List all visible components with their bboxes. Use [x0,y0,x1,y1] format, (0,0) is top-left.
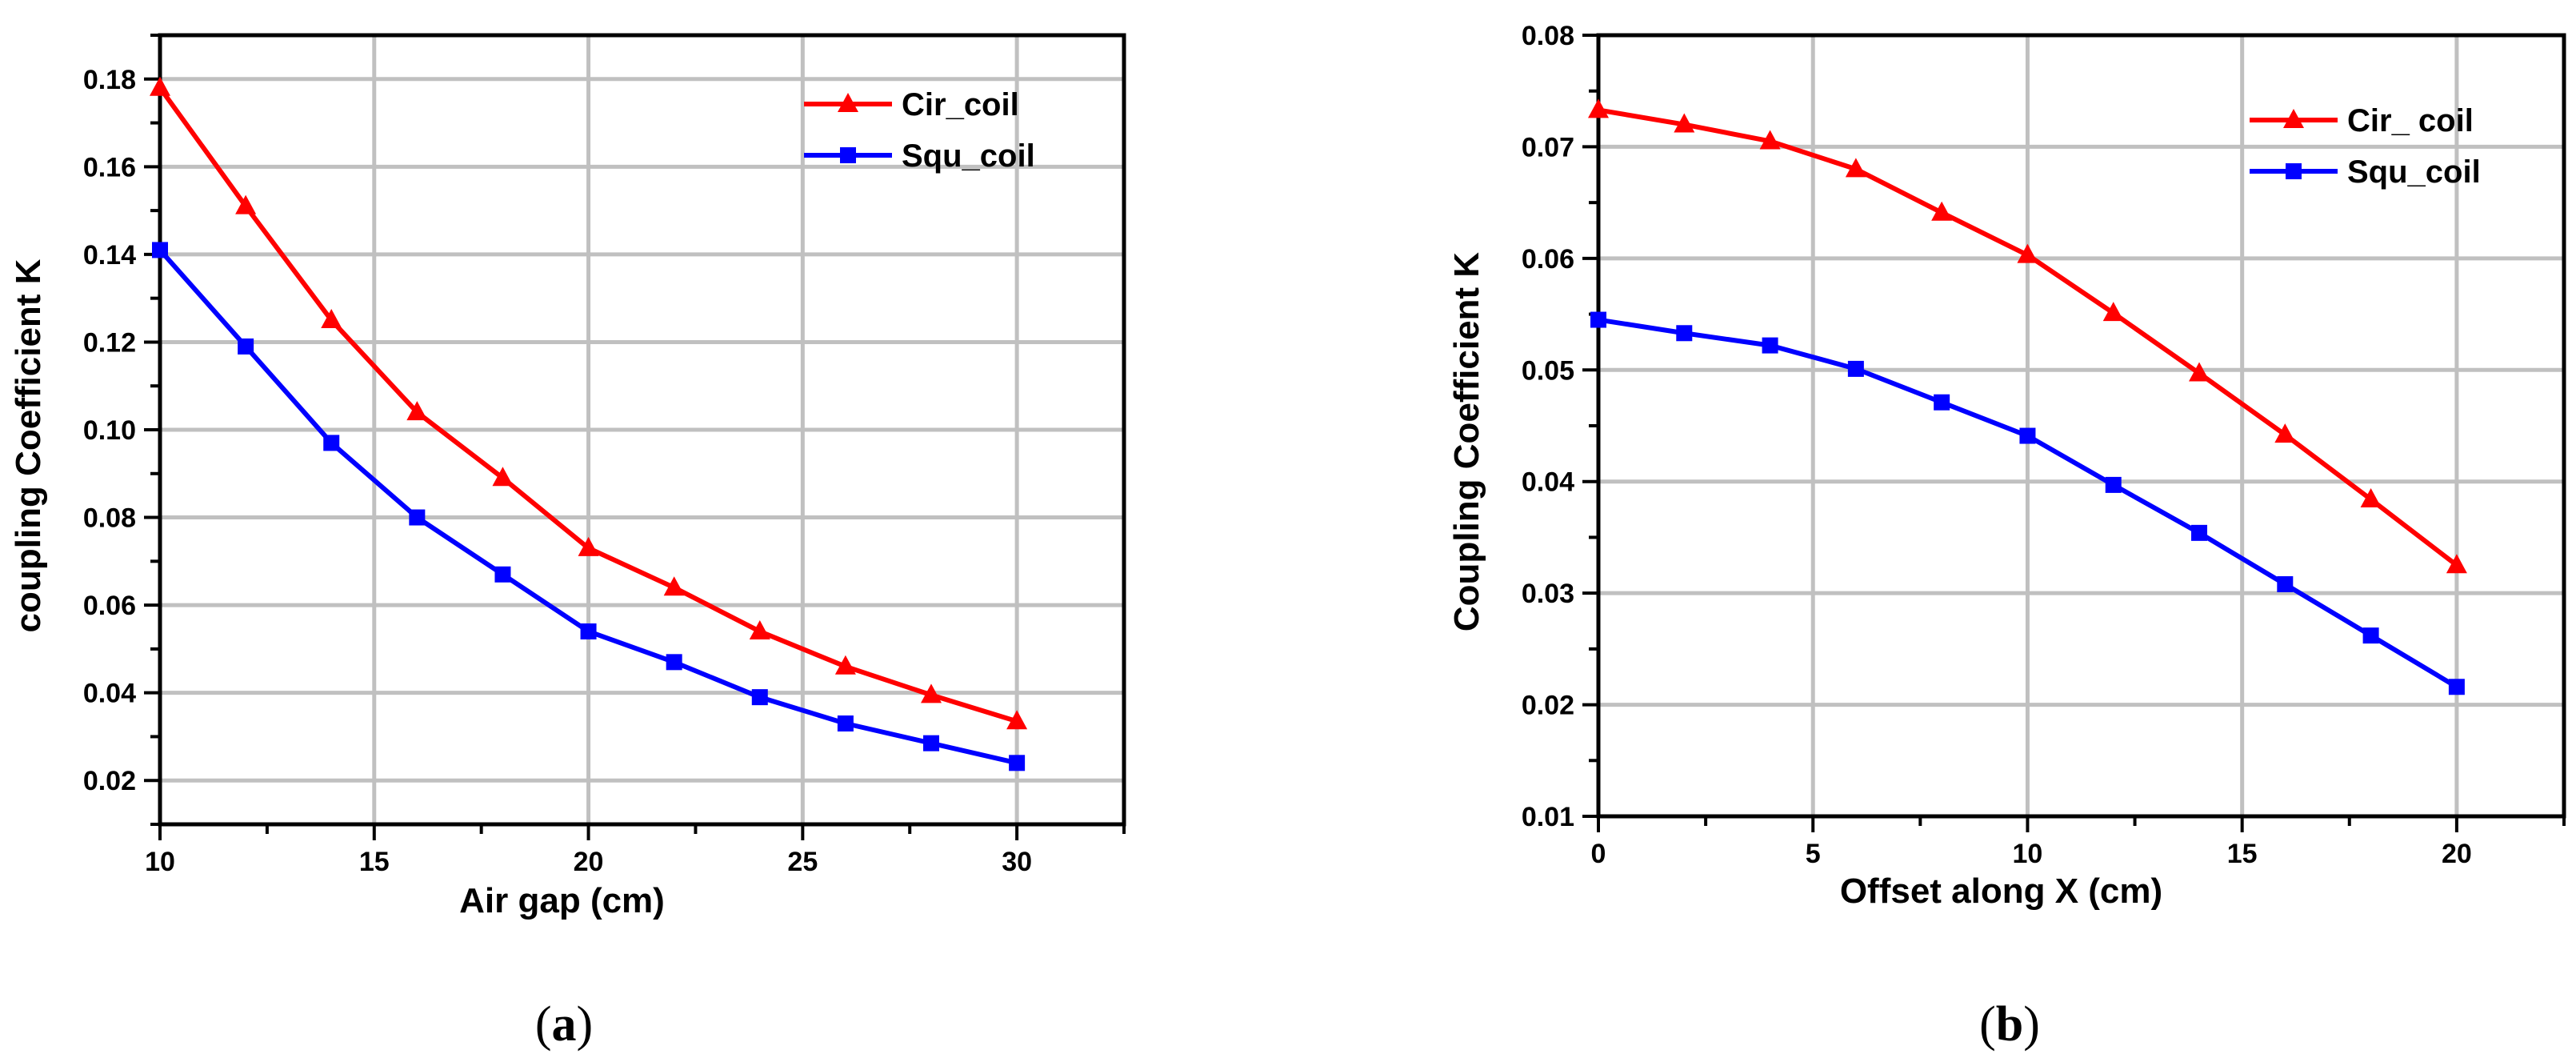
legend-label: Cir_coil [902,87,1019,122]
data-point [1845,158,1866,178]
y-tick-label: 0.02 [83,766,136,796]
panel-caption: (a) [535,997,593,1052]
data-point [837,715,854,732]
data-point [1676,325,1693,342]
data-point [2362,627,2379,644]
chart-panel-a: 10 15 20 25 30 0.02 0.04 0.06 0.08 0.10 0.12 0.14 0.… [9,33,1126,1052]
y-tick-label: 0.10 [83,415,136,446]
legend-label: Squ_coil [902,138,1035,174]
y-tick-label: 0.04 [1522,467,1574,498]
data-point [494,566,511,583]
data-point [2191,524,2208,541]
data-point [2019,427,2036,444]
data-point [2189,362,2210,382]
data-point [1674,113,1695,133]
data-point [2102,302,2124,322]
x-tick-label: 10 [145,847,175,877]
legend-marker [838,93,858,112]
panel-caption: (b) [1979,997,2040,1052]
x-tick-label: 20 [574,847,604,877]
data-point [1009,755,1026,771]
data-point [238,338,254,355]
data-point [2360,488,2382,508]
y-tick-label: 0.04 [83,679,136,709]
y-tick-label: 0.06 [83,591,136,621]
x-axis-title: Air gap (cm) [459,881,665,920]
y-tick-label: 0.08 [83,503,136,534]
x-tick-label: 15 [2227,839,2258,869]
y-tick-label: 0.01 [1522,802,1574,832]
chart-panel-b: 0 5 10 15 20 0.01 0.02 0.03 0.04 0.05 0.06 0.07 0.08… [1447,21,2566,1052]
x-tick-label: 25 [787,847,818,877]
data-point [580,623,597,639]
data-point [409,509,426,526]
legend-label: Cir_ coil [2347,103,2474,138]
data-point [2274,423,2296,443]
data-point [1759,130,1781,150]
y-axis-title: coupling Coefficient K [9,258,48,632]
data-point [923,735,939,751]
y-tick-label: 0.18 [83,65,136,95]
legend-marker [840,147,856,163]
legend-marker [2286,163,2302,179]
y-tick-label: 0.06 [1522,244,1574,275]
y-tick-label: 0.16 [83,152,136,182]
data-point [1762,337,1778,354]
plot-frame [1596,33,2566,819]
series-cir-coil [1588,98,2467,574]
y-tick-label: 0.03 [1522,579,1574,609]
data-point [749,619,770,639]
data-point [235,194,257,214]
data-point [1590,311,1606,328]
y-axis-title: Coupling Coefficient K [1447,252,1486,631]
legend-marker [2283,109,2304,128]
data-point [2446,554,2467,574]
data-point [751,689,768,706]
data-point [578,536,599,556]
data-point [152,242,168,258]
data-point [921,683,942,703]
x-tick-label: 5 [1806,839,1821,869]
data-point [666,654,682,671]
series-squ-coil [152,242,1026,771]
legend-label: Squ_coil [2347,154,2481,190]
data-point [834,655,856,675]
data-point [323,435,340,451]
series-cir-coil [150,76,1028,730]
data-point [2105,476,2122,493]
data-point [1931,201,1953,221]
y-tick-label: 0.05 [1522,355,1574,386]
x-tick-label: 10 [2013,839,2043,869]
y-tick-label: 0.12 [83,327,136,358]
y-tick-label: 0.14 [83,240,136,271]
data-point [2277,575,2294,592]
data-point [492,467,514,487]
legend: Cir_coil Squ_coil [804,87,1035,174]
x-axis-title: Offset along X (cm) [1840,872,2162,911]
data-point [406,401,428,421]
data-point [1588,98,1609,118]
y-tick-label: 0.07 [1522,132,1574,162]
x-tick-label: 15 [359,847,390,877]
data-point [150,76,170,96]
data-point [663,576,685,596]
data-point [2448,679,2465,695]
x-tick-label: 20 [2442,839,2472,869]
legend: Cir_ coil Squ_coil [2250,103,2481,190]
data-point [2017,243,2038,263]
y-tick-label: 0.08 [1522,21,1574,51]
data-point [1847,360,1864,377]
data-point [321,309,342,329]
y-tick-label: 0.02 [1522,691,1574,721]
data-point [1934,394,1950,411]
x-tick-label: 0 [1591,839,1606,869]
x-tick-label: 30 [1002,847,1032,877]
data-point [1006,710,1028,730]
series-squ-coil [1590,311,2465,695]
